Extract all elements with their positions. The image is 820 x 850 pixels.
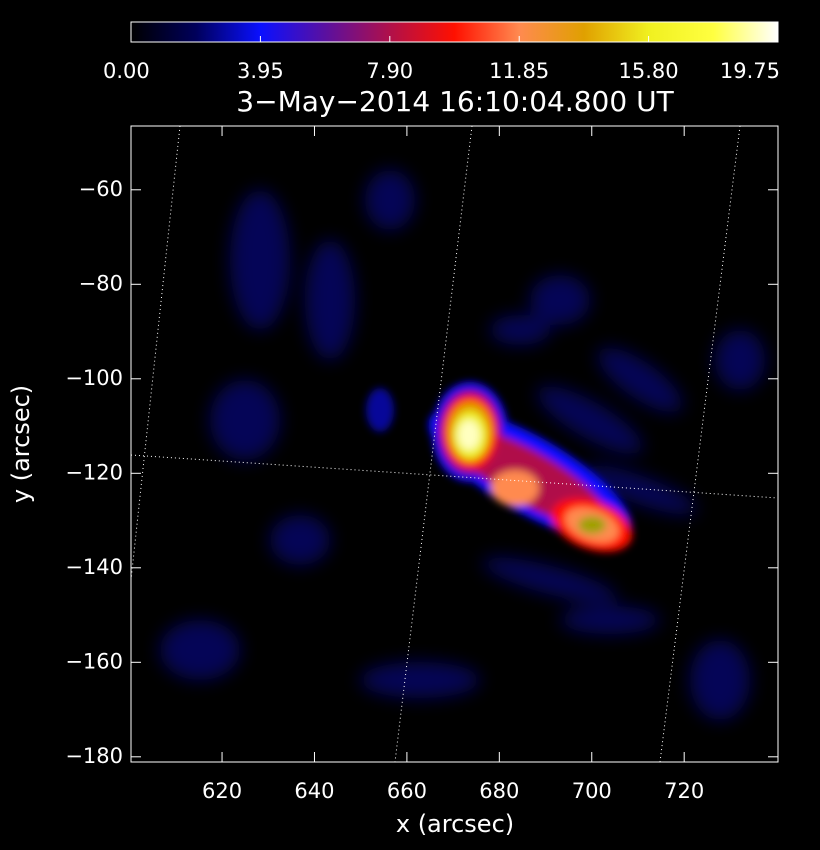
x-tick-label: 680 [479,779,519,803]
colorbar-tick-label: 3.95 [237,59,284,83]
y-axis-label: y (arcsec) [7,385,35,503]
plot-frame [130,125,779,763]
x-tick-label: 700 [572,779,612,803]
colorbar [130,21,779,43]
y-tick-label: −160 [65,649,123,673]
y-tick-label: −140 [65,555,123,579]
colorbar-tick-label: 7.90 [366,59,413,83]
y-tick-label: −120 [65,460,123,484]
x-tick-label: 640 [294,779,334,803]
y-tick-label: −100 [65,366,123,390]
y-tick-label: −180 [65,744,123,768]
y-tick-label: −80 [79,271,123,295]
x-axis-label: x (arcsec) [396,810,514,838]
x-tick-label: 620 [202,779,242,803]
colorbar-tick-label: 0.00 [103,59,150,83]
chart-title: 3−May−2014 16:10:04.800 UT [236,85,674,118]
y-tick-label: −60 [79,177,123,201]
x-tick-label: 660 [387,779,427,803]
colorbar-tick-label: 11.85 [489,59,549,83]
colorbar-tick-label: 19.75 [720,59,780,83]
colorbar-tick-label: 15.80 [619,59,679,83]
image [131,126,778,762]
x-tick-label: 720 [664,779,704,803]
